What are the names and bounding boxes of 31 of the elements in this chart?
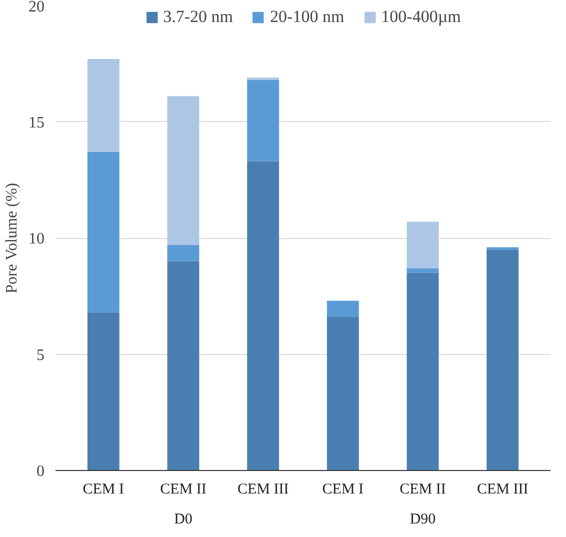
bar bbox=[87, 58, 120, 152]
x-tick-label: CEM I bbox=[82, 482, 124, 498]
text: D90 bbox=[410, 512, 436, 528]
bar bbox=[326, 300, 359, 318]
legend-label: 20-100 nm bbox=[270, 7, 344, 27]
bar bbox=[326, 317, 359, 470]
y-tick-label: 10 bbox=[28, 230, 44, 248]
x-tick-label: CEM III bbox=[237, 482, 289, 498]
y-tick-label: 0 bbox=[36, 463, 44, 480]
x-tick-label: CEM I bbox=[322, 482, 364, 498]
bar bbox=[247, 161, 280, 470]
y-tick-label: 15 bbox=[28, 114, 44, 132]
x-tick-label: CEM II bbox=[160, 482, 206, 498]
x-tick-label: CEM III bbox=[476, 482, 528, 498]
bar bbox=[406, 268, 439, 273]
y-axis-title: Pore Volume (%) bbox=[4, 182, 20, 294]
bar bbox=[406, 222, 439, 268]
bar bbox=[87, 312, 120, 470]
bar bbox=[167, 96, 200, 245]
text: D0 bbox=[174, 512, 192, 528]
bar bbox=[486, 250, 519, 470]
bar bbox=[167, 261, 200, 470]
bar bbox=[167, 244, 200, 262]
bar bbox=[406, 272, 439, 470]
y-tick-label: 5 bbox=[36, 346, 44, 364]
y-tick-label: 20 bbox=[28, 0, 44, 16]
bar bbox=[247, 80, 280, 162]
legend-label: 3.7-20 nm bbox=[163, 7, 234, 27]
x-tick-label: CEM II bbox=[400, 482, 446, 498]
legend-label: 100-400µm bbox=[381, 7, 461, 27]
bar bbox=[87, 152, 120, 312]
